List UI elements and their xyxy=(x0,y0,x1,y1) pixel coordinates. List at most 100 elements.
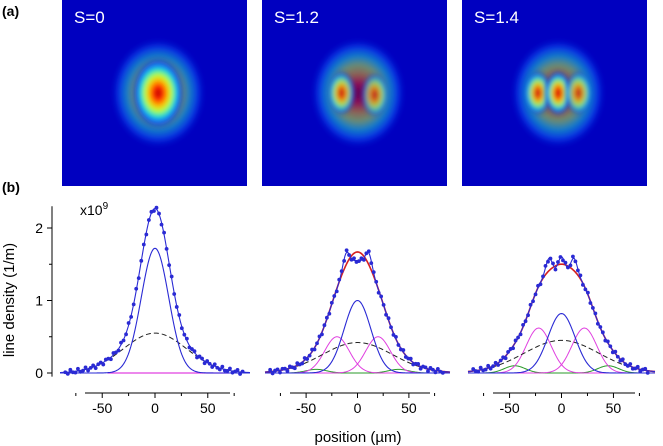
data-point xyxy=(174,305,179,309)
data-point xyxy=(396,343,401,347)
data-point xyxy=(563,260,568,265)
data-point xyxy=(643,366,648,371)
data-point xyxy=(124,332,128,337)
data-point xyxy=(220,364,225,369)
data-point xyxy=(157,211,161,216)
data-point xyxy=(491,364,496,369)
data-point xyxy=(129,315,134,319)
data-point xyxy=(576,268,580,273)
data-point xyxy=(93,366,98,371)
data-point xyxy=(327,311,332,316)
data-point xyxy=(300,361,305,366)
data-point xyxy=(551,261,555,266)
data-point xyxy=(307,353,312,358)
thermal-component xyxy=(467,339,656,373)
data-point xyxy=(376,290,381,295)
data-point xyxy=(169,274,174,279)
data-point xyxy=(131,302,136,307)
data-point xyxy=(76,366,80,371)
x-tick-label: 50 xyxy=(606,400,622,416)
camera-images: S=0 S=1.2 S=1.4 xyxy=(62,0,647,186)
data-point xyxy=(334,289,339,294)
data-point xyxy=(146,218,151,222)
data-point xyxy=(506,350,510,354)
data-point xyxy=(516,335,520,340)
data-point xyxy=(275,367,280,372)
x-tick-label: 0 xyxy=(354,400,362,416)
center-component xyxy=(60,247,250,374)
data-point xyxy=(312,347,317,352)
data-point xyxy=(571,254,575,259)
data-point xyxy=(408,356,413,361)
data-point xyxy=(553,267,558,272)
y-multiplier: x109 xyxy=(80,201,109,218)
data-point xyxy=(476,369,481,374)
data-point xyxy=(342,258,347,263)
data-point xyxy=(605,339,610,344)
data-point xyxy=(528,302,533,307)
data-point xyxy=(600,330,605,335)
data-point xyxy=(210,365,215,369)
data-point xyxy=(205,359,210,363)
data-point xyxy=(98,360,103,365)
fit-curve xyxy=(467,263,656,373)
data-point xyxy=(401,348,406,352)
plot-panel-1: -50 0 50 0 1 2 xyxy=(35,205,251,416)
data-point xyxy=(119,340,123,345)
data-point xyxy=(292,366,297,371)
data-point xyxy=(101,362,106,367)
data-point xyxy=(285,369,290,373)
data-point xyxy=(615,354,620,359)
data-point xyxy=(593,311,598,316)
cloud-peak xyxy=(360,72,389,118)
data-point xyxy=(548,256,553,261)
data-point xyxy=(278,370,282,375)
data-point xyxy=(283,366,287,371)
data-point xyxy=(200,356,204,361)
data-point xyxy=(86,368,90,373)
cloud-peak xyxy=(564,70,593,116)
data-point xyxy=(190,347,194,351)
x-tick-label: -50 xyxy=(92,400,112,416)
x-axis-label: position (µm) xyxy=(315,429,402,446)
x-tick-label: 50 xyxy=(200,400,216,416)
x-tick-label: 50 xyxy=(401,400,417,416)
cloud-halo xyxy=(310,37,407,149)
cloud-peak xyxy=(132,57,185,129)
data-point xyxy=(91,363,96,368)
data-point xyxy=(73,370,78,375)
data-point xyxy=(483,367,488,372)
plot-panel-2: -50 0 50 xyxy=(264,248,451,416)
data-point xyxy=(561,258,565,263)
data-point xyxy=(268,367,273,372)
data-point xyxy=(533,292,538,297)
data-point xyxy=(152,209,156,213)
x-tick-label: 0 xyxy=(151,400,159,416)
data-point xyxy=(581,282,585,287)
data-point xyxy=(379,294,384,299)
data-point xyxy=(384,312,388,317)
line-density-plots: -50 0 50 0 1 2 -50 0 50 -50 0 50 xyxy=(35,205,656,416)
data-point xyxy=(498,358,503,363)
total-curve xyxy=(59,207,251,374)
data-point xyxy=(212,362,217,367)
data-point xyxy=(68,367,73,372)
data-points xyxy=(268,248,445,376)
data-point xyxy=(134,286,139,291)
data-point xyxy=(496,363,501,367)
data-points xyxy=(471,254,650,375)
data-point xyxy=(202,361,207,366)
data-point xyxy=(141,242,146,247)
data-point xyxy=(225,368,230,373)
data-point xyxy=(526,313,530,318)
data-point xyxy=(613,349,618,354)
data-point xyxy=(558,255,563,259)
data-point xyxy=(144,232,149,237)
fit-curve xyxy=(264,251,451,373)
data-point xyxy=(386,316,391,321)
panel-a-label: (a) xyxy=(2,3,19,19)
data-point xyxy=(431,367,435,372)
data-point xyxy=(305,357,310,361)
data-point xyxy=(628,362,633,366)
